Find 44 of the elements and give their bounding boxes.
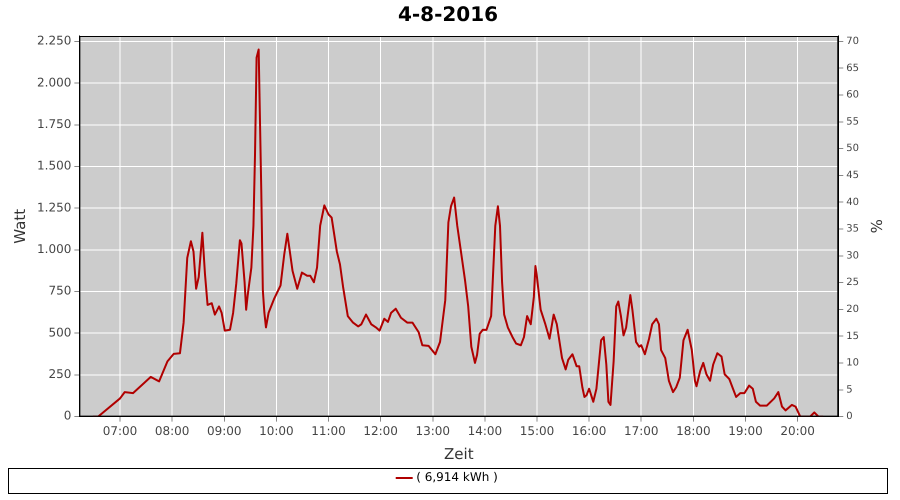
x-tick-label: 17:00 bbox=[624, 424, 659, 438]
y-tick-label: 250 bbox=[48, 367, 72, 382]
x-tick-label: 07:00 bbox=[102, 424, 138, 438]
y2-tick-label: 10 bbox=[846, 358, 860, 369]
y2-tick-label: 70 bbox=[846, 36, 860, 47]
y2-tick-label: 15 bbox=[846, 330, 860, 342]
y2-tick-label: 20 bbox=[846, 304, 860, 315]
y2-tick-label: 5 bbox=[846, 384, 853, 396]
legend-label: ( 6,914 kWh ) bbox=[416, 470, 498, 484]
y2-axis-title: % bbox=[867, 219, 886, 234]
y-tick-label: 1.750 bbox=[36, 116, 72, 131]
x-tick-label: 08:00 bbox=[154, 424, 190, 438]
x-tick-label: 16:00 bbox=[572, 424, 606, 438]
y2-tick-label: 50 bbox=[846, 143, 860, 154]
y-tick-label: 500 bbox=[48, 325, 72, 340]
y-tick-label: 0 bbox=[64, 408, 72, 423]
x-tick-label: 14:00 bbox=[468, 424, 502, 438]
y-axis-title: Watt bbox=[10, 208, 29, 244]
y-tick-label: 1.000 bbox=[36, 242, 72, 256]
x-tick-label: 19:00 bbox=[728, 424, 763, 438]
y2-tick-label: 60 bbox=[846, 90, 860, 101]
y-tick-label: 2.000 bbox=[36, 75, 72, 90]
y2-tick-label: 45 bbox=[846, 170, 860, 181]
y-tick-label: 1.250 bbox=[36, 200, 72, 214]
y2-tick-label: 35 bbox=[846, 224, 860, 235]
chart-title: 4-8-2016 bbox=[398, 2, 498, 26]
x-tick-label: 11:00 bbox=[311, 424, 346, 438]
x-tick-label: 20:00 bbox=[780, 424, 815, 438]
x-axis-title: Zeit bbox=[444, 444, 474, 463]
y2-tick-label: 40 bbox=[846, 196, 860, 208]
x-tick-label: 18:00 bbox=[676, 424, 711, 438]
y-tick-label: 1.500 bbox=[36, 158, 72, 173]
x-tick-label: 09:00 bbox=[206, 424, 242, 438]
x-tick-label: 15:00 bbox=[520, 424, 554, 438]
y-tick-label: 2.250 bbox=[36, 34, 72, 48]
y2-tick-label: 30 bbox=[846, 250, 860, 262]
x-tick-label: 12:00 bbox=[363, 424, 398, 438]
y2-tick-label: 25 bbox=[846, 277, 860, 288]
y2-tick-label: 0 bbox=[846, 411, 853, 422]
x-tick-label: 10:00 bbox=[259, 424, 294, 438]
y2-tick-label: 55 bbox=[846, 116, 860, 128]
x-tick-label: 13:00 bbox=[415, 424, 450, 438]
y2-tick-label: 65 bbox=[846, 62, 860, 74]
y-tick-label: 750 bbox=[48, 284, 72, 298]
